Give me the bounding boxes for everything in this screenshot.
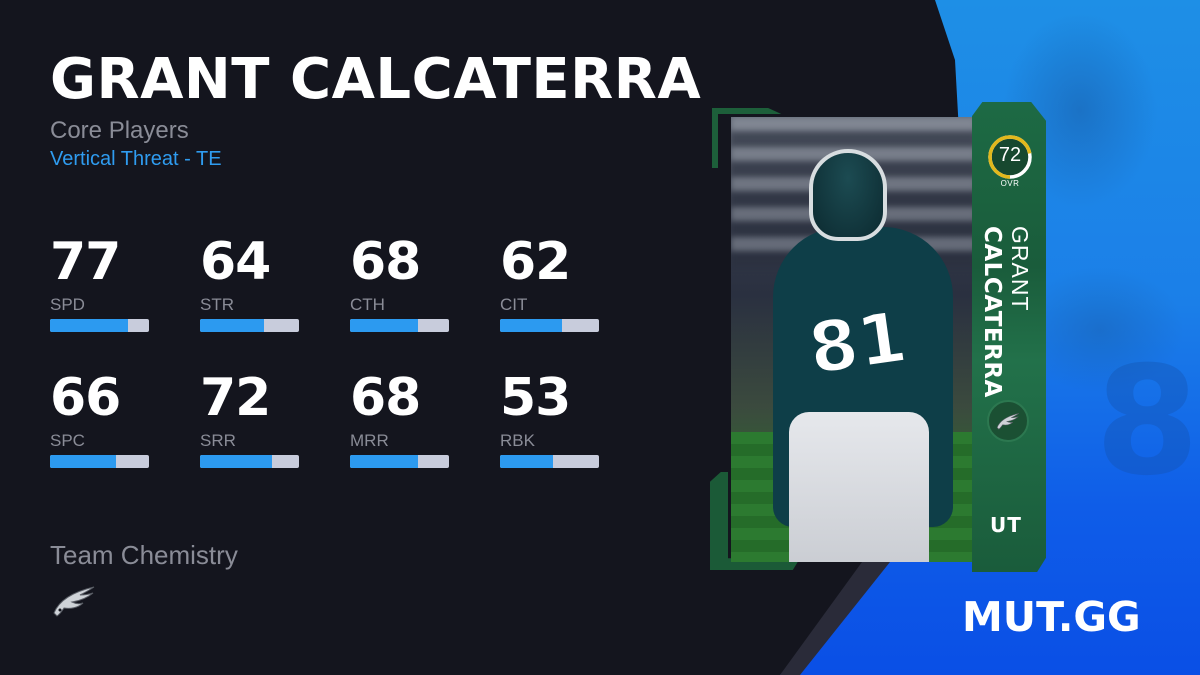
stat-value: 66 [50,368,121,428]
stat-bar-fill [200,455,273,468]
player-photo: 81 [731,117,976,562]
card-frame-corner [712,108,784,168]
stat-bar [200,455,299,468]
team-chemistry-label: Team Chemistry [50,540,238,570]
stat-spd: 77 SPD [50,236,150,332]
card-team-badge [987,400,1029,442]
stat-bar-fill [200,319,265,332]
eagles-logo-icon [50,583,98,619]
card-last-name: CALCATERRA [979,226,1005,398]
stat-srr: 72 SRR [200,372,300,468]
stat-bar [50,319,149,332]
stat-bar [500,455,599,468]
stat-value: 68 [350,232,421,292]
stat-bar [50,455,149,468]
stat-cit: 62 CIT [500,236,600,332]
stat-spc: 66 SPC [50,372,150,468]
card-side-panel [972,102,1046,572]
card-first-name: GRANT [1007,226,1033,312]
stat-label: SRR [200,431,236,450]
stat-mrr: 68 MRR [350,372,450,468]
stat-bar-fill [350,455,419,468]
stat-value: 72 [200,368,271,428]
stat-bar-fill [500,319,563,332]
stat-label: SPD [50,295,85,314]
stat-label: CTH [350,295,385,314]
stat-bar-fill [50,455,117,468]
stat-bar [200,319,299,332]
stat-value: 68 [350,368,421,428]
stat-value: 77 [50,232,121,292]
stat-bar-fill [50,319,129,332]
stat-value: 53 [500,368,571,428]
stat-rbk: 53 RBK [500,372,600,468]
card-mode-label: UT [990,513,1022,537]
jersey-number: 81 [803,295,913,392]
player-helmet [809,149,887,241]
stat-bar-fill [500,455,554,468]
eagles-logo-icon [996,413,1019,430]
stat-bar [350,455,449,468]
stat-cth: 68 CTH [350,236,450,332]
stat-label: STR [200,295,234,314]
stat-value: 64 [200,232,271,292]
stat-value: 62 [500,232,571,292]
card-ovr-value: 72 [998,144,1022,166]
stat-label: RBK [500,431,535,450]
stat-bar-fill [350,319,419,332]
stat-label: CIT [500,295,528,314]
stat-label: MRR [350,431,389,450]
card-ovr-label: OVR [1000,179,1020,188]
stat-str: 64 STR [200,236,300,332]
ovr-ring-icon [988,135,1032,179]
player-name: GRANT CALCATERRA [50,47,702,112]
player-archetype: Vertical Threat - TE [50,148,222,170]
player-pants [789,412,929,562]
stat-bar [350,319,449,332]
brand-logo: MUT.GG [962,593,1141,641]
player-program: Core Players [50,117,189,144]
stat-bar [500,319,599,332]
stat-label: SPC [50,431,85,450]
background-jersey-number: 81 [1095,335,1200,509]
